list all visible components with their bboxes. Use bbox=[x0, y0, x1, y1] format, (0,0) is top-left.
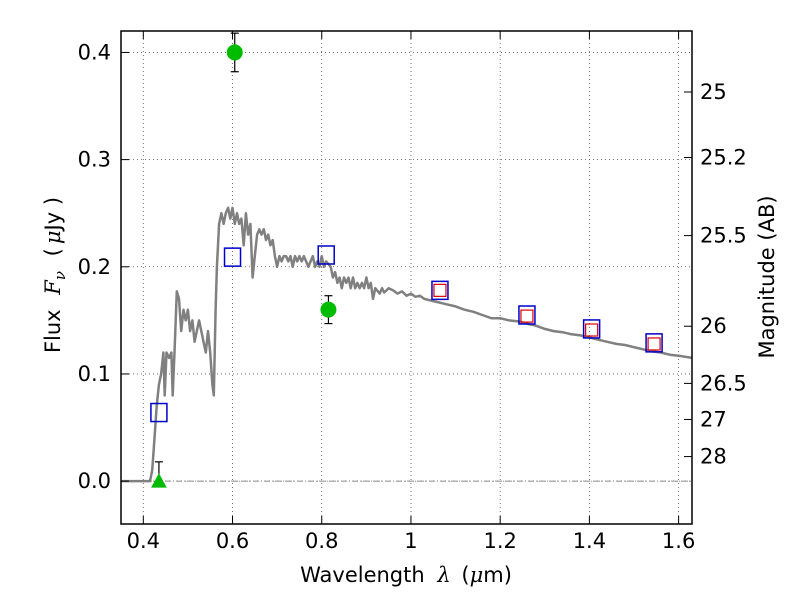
spectrum-line bbox=[121, 206, 693, 483]
upper-limit-triangle bbox=[151, 473, 167, 488]
x-tick-label: 1.2 bbox=[483, 529, 516, 553]
data-points bbox=[150, 32, 663, 488]
x-tick-label: 0.8 bbox=[305, 529, 338, 553]
observed-square bbox=[585, 323, 599, 337]
plot-frame bbox=[120, 30, 693, 525]
y-axis-label-right: Magnitude (AB) bbox=[755, 195, 779, 358]
model-square bbox=[317, 245, 335, 265]
observed-point bbox=[320, 301, 337, 318]
right-tick-label: 28 bbox=[700, 445, 727, 469]
right-tick-label: 25.5 bbox=[700, 224, 747, 248]
x-tick-label: 0.6 bbox=[216, 529, 249, 553]
y-axis-ticks: 0.0 0.1 0.2 0.3 0.4 bbox=[78, 40, 129, 493]
x-axis-ticks: 0.4 0.6 0.8 1 1.2 1.4 1.6 bbox=[127, 31, 695, 553]
y-tick-label: 0.1 bbox=[78, 362, 111, 386]
model-square bbox=[150, 402, 168, 423]
x-tick-label: 1.6 bbox=[662, 529, 695, 553]
x-tick-label: 1 bbox=[404, 529, 417, 553]
x-tick-label: 0.4 bbox=[127, 529, 160, 553]
x-axis-label: Wavelength λ (μm) bbox=[300, 563, 512, 587]
y-axis-label-left: Flux Fν (μJy ) bbox=[41, 197, 70, 353]
y-tick-label: 0.2 bbox=[78, 255, 111, 279]
right-tick-label: 27 bbox=[700, 407, 727, 431]
observed-square bbox=[647, 337, 661, 351]
right-axis-ticks: 25 25.2 25.5 26 26.5 27 28 bbox=[684, 80, 747, 469]
right-tick-label: 25 bbox=[700, 80, 727, 104]
right-tick-label: 26.5 bbox=[700, 371, 747, 395]
observed-point bbox=[226, 44, 243, 61]
right-tick-label: 26 bbox=[700, 314, 727, 338]
y-tick-label: 0.3 bbox=[78, 148, 111, 172]
x-tick-label: 1.4 bbox=[573, 529, 606, 553]
right-tick-label: 25.2 bbox=[700, 145, 747, 169]
y-tick-label: 0.4 bbox=[78, 40, 111, 64]
model-spectrum bbox=[121, 206, 693, 483]
model-square bbox=[431, 280, 449, 301]
model-square bbox=[223, 247, 242, 267]
grid-lines bbox=[121, 31, 692, 524]
model-square bbox=[582, 319, 601, 339]
observed-square bbox=[433, 283, 447, 297]
model-square bbox=[518, 305, 536, 325]
observed-square bbox=[520, 309, 534, 323]
model-square bbox=[645, 333, 663, 353]
y-tick-label: 0.0 bbox=[78, 469, 111, 493]
